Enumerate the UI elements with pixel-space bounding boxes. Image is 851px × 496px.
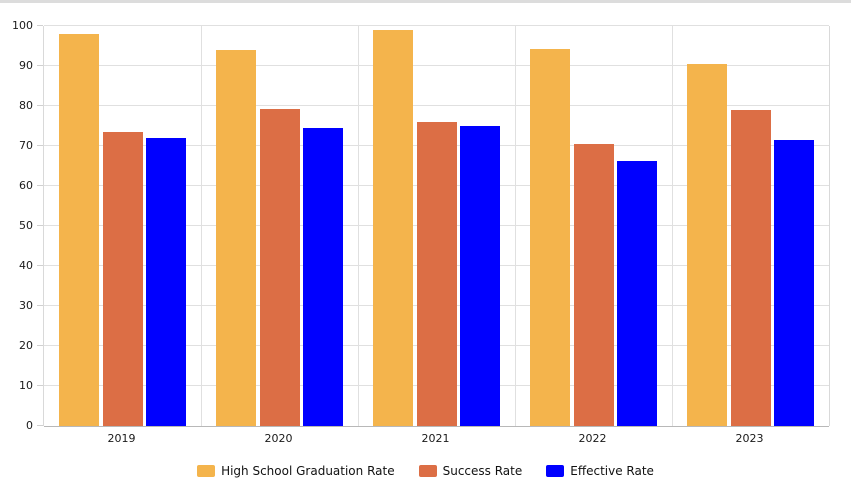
bar-high-school-graduation-rate-2020[interactable] xyxy=(216,50,256,426)
y-axis-tick-label: 30 xyxy=(19,299,33,312)
bar-success-rate-2023[interactable] xyxy=(730,110,771,426)
legend-swatch xyxy=(197,465,216,477)
gridline-horizontal xyxy=(44,105,829,106)
y-axis-tick-label: 40 xyxy=(19,259,33,272)
x-axis-line xyxy=(44,426,829,427)
y-axis-tick xyxy=(37,385,43,386)
bar-high-school-graduation-rate-2019[interactable] xyxy=(59,34,99,426)
y-axis-tick-label: 60 xyxy=(19,179,33,192)
y-axis-tick-label: 70 xyxy=(19,139,33,152)
y-axis-tick xyxy=(37,185,43,186)
y-axis-tick xyxy=(37,25,43,26)
bar-success-rate-2019[interactable] xyxy=(102,132,143,426)
gridline-vertical xyxy=(358,26,359,426)
bar-success-rate-2021[interactable] xyxy=(416,122,457,426)
bar-effective-rate-2021[interactable] xyxy=(460,126,500,426)
y-axis-tick-label: 90 xyxy=(19,59,33,72)
legend-swatch xyxy=(418,465,437,477)
y-axis-tick xyxy=(37,65,43,66)
x-axis-category-label: 2020 xyxy=(264,432,293,445)
gridline-horizontal xyxy=(44,65,829,66)
bar-effective-rate-2022[interactable] xyxy=(617,160,657,426)
plot-area xyxy=(37,25,830,427)
x-axis-category-label: 2023 xyxy=(735,432,764,445)
bar-effective-rate-2020[interactable] xyxy=(303,128,343,426)
legend: High School Graduation Rate Success Rate E… xyxy=(0,464,851,478)
legend-label: Success Rate xyxy=(442,464,523,478)
y-axis-tick xyxy=(37,305,43,306)
gridline-vertical xyxy=(515,26,516,426)
y-axis-tick-label: 100 xyxy=(12,19,33,32)
bar-high-school-graduation-rate-2023[interactable] xyxy=(687,64,727,426)
x-axis-category-label: 2019 xyxy=(107,432,136,445)
legend-swatch xyxy=(546,465,565,477)
gridline-vertical xyxy=(201,26,202,426)
legend-item-high-school-graduation-rate[interactable]: High School Graduation Rate xyxy=(197,464,395,478)
x-axis-category-label: 2022 xyxy=(578,432,607,445)
gridline-vertical xyxy=(672,26,673,426)
y-axis-tick xyxy=(37,225,43,226)
y-axis-tick-label: 0 xyxy=(26,419,33,432)
y-axis-tick xyxy=(37,265,43,266)
x-axis-category-label: 2021 xyxy=(421,432,450,445)
legend-label: Effective Rate xyxy=(570,464,654,478)
y-axis-tick xyxy=(37,425,43,426)
y-axis-tick-label: 20 xyxy=(19,339,33,352)
bar-high-school-graduation-rate-2021[interactable] xyxy=(373,30,413,426)
bar-effective-rate-2019[interactable] xyxy=(146,138,186,426)
bar-success-rate-2022[interactable] xyxy=(573,144,614,426)
y-axis-tick xyxy=(37,105,43,106)
legend-item-effective-rate[interactable]: Effective Rate xyxy=(546,464,654,478)
y-axis-tick xyxy=(37,345,43,346)
y-axis-tick-label: 50 xyxy=(19,219,33,232)
bar-success-rate-2020[interactable] xyxy=(259,108,300,426)
gridline-horizontal xyxy=(44,25,829,26)
y-axis-tick xyxy=(37,145,43,146)
y-axis-tick-label: 10 xyxy=(19,379,33,392)
legend-label: High School Graduation Rate xyxy=(221,464,395,478)
y-axis-tick-label: 80 xyxy=(19,99,33,112)
legend-item-success-rate[interactable]: Success Rate xyxy=(418,464,523,478)
bar-high-school-graduation-rate-2022[interactable] xyxy=(530,48,570,426)
top-border-strip xyxy=(0,0,851,3)
bar-effective-rate-2023[interactable] xyxy=(774,140,814,426)
